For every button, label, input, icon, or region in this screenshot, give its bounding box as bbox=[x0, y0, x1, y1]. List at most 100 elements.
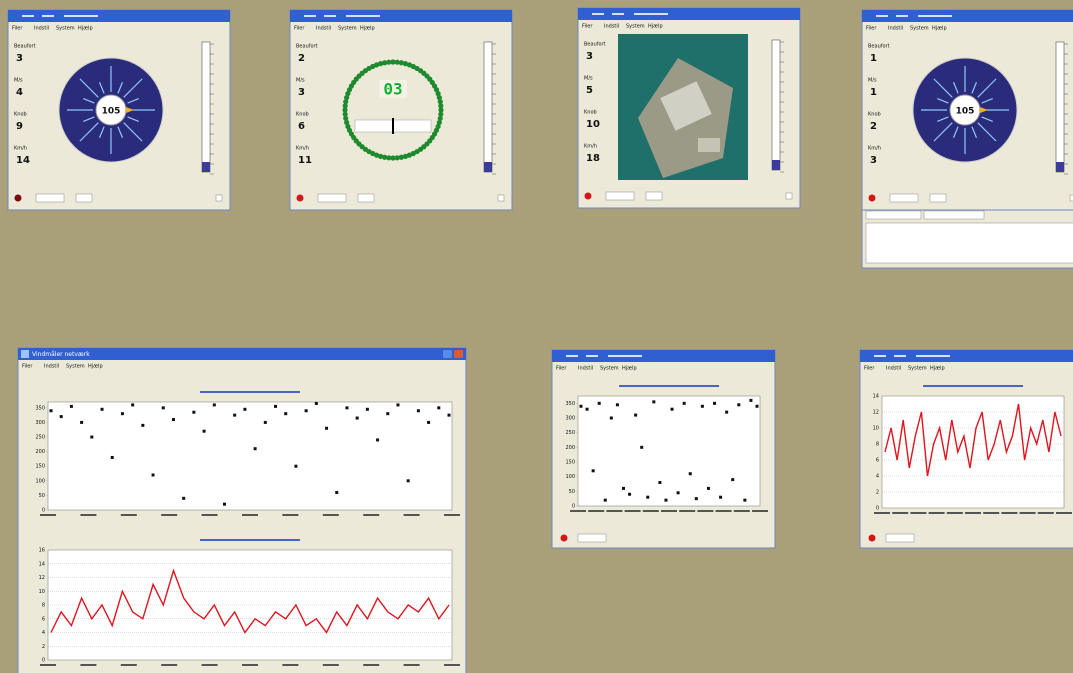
data-point bbox=[694, 497, 698, 501]
x-tick-placeholder bbox=[965, 512, 981, 514]
data-point bbox=[646, 495, 650, 499]
data-point bbox=[120, 412, 124, 416]
data-point bbox=[151, 473, 155, 477]
title-bar bbox=[860, 350, 1073, 362]
title-text bbox=[346, 15, 380, 17]
data-point bbox=[603, 498, 607, 502]
ring-dot bbox=[390, 155, 396, 161]
menu-item: Hjælp bbox=[78, 26, 93, 32]
title-text bbox=[916, 355, 950, 357]
gauge-value: 3 bbox=[870, 155, 877, 166]
compass-ray bbox=[952, 82, 959, 94]
title-text bbox=[566, 355, 578, 357]
x-tick-placeholder bbox=[201, 514, 218, 516]
y-tick-label: 4 bbox=[42, 630, 45, 636]
data-point bbox=[212, 403, 216, 407]
y-tick-label: 50 bbox=[569, 489, 575, 495]
status-led bbox=[584, 192, 592, 200]
menu-item: Indstil bbox=[886, 366, 901, 372]
data-point bbox=[233, 413, 237, 417]
checkbox bbox=[1069, 194, 1073, 202]
close-button bbox=[454, 350, 463, 358]
x-tick-placeholder bbox=[40, 664, 56, 666]
x-tick-placeholder bbox=[120, 514, 137, 516]
compass-ray bbox=[127, 116, 139, 123]
menu-item: Hjælp bbox=[648, 24, 663, 30]
data-point bbox=[670, 407, 674, 411]
gauge-value: 10 bbox=[586, 119, 600, 130]
ring-dot bbox=[343, 115, 349, 121]
data-point bbox=[253, 447, 257, 451]
ring-dot bbox=[377, 61, 384, 67]
checkbox bbox=[785, 192, 793, 200]
y-tick-label: 50 bbox=[39, 493, 45, 499]
x-tick-placeholder bbox=[910, 512, 927, 514]
menu-item: Hjælp bbox=[360, 26, 375, 32]
level-bar bbox=[771, 39, 781, 171]
menu-item: Hjælp bbox=[930, 366, 945, 372]
y-tick-label: 14 bbox=[39, 561, 45, 567]
direction-arrow bbox=[126, 107, 134, 113]
x-tick-placeholder bbox=[1019, 512, 1036, 514]
y-tick-label: 350 bbox=[565, 401, 575, 407]
level-fill bbox=[1056, 162, 1064, 172]
chart-title-placeholder bbox=[619, 385, 719, 387]
data-point bbox=[682, 401, 686, 405]
ring-dot bbox=[436, 119, 442, 126]
data-point bbox=[725, 410, 729, 414]
level-fill bbox=[484, 162, 492, 172]
y-tick-label: 12 bbox=[873, 410, 879, 416]
title-bar bbox=[862, 10, 1073, 22]
data-point bbox=[274, 404, 278, 408]
data-point bbox=[737, 403, 741, 407]
compass-ray bbox=[937, 97, 949, 104]
y-tick-label: 0 bbox=[42, 508, 45, 514]
data-point bbox=[447, 413, 451, 417]
data-point bbox=[609, 416, 613, 420]
data-point bbox=[80, 420, 84, 424]
compass-ray bbox=[83, 97, 95, 104]
spin-box bbox=[929, 193, 947, 203]
y-tick-label: 300 bbox=[565, 416, 575, 422]
data-point bbox=[386, 412, 390, 416]
ring-dot bbox=[437, 99, 443, 105]
x-tick-placeholder bbox=[363, 664, 380, 666]
compass-ray bbox=[117, 82, 124, 94]
chart-title-placeholder bbox=[923, 385, 1023, 387]
title-bar bbox=[8, 10, 230, 22]
level-bar bbox=[483, 41, 493, 173]
menu-item: Filer bbox=[12, 26, 23, 32]
ring-dot bbox=[398, 154, 404, 160]
data-point bbox=[416, 409, 420, 413]
x-tick-placeholder bbox=[282, 514, 299, 516]
compass-ray bbox=[937, 116, 949, 123]
y-tick-label: 8 bbox=[42, 603, 45, 609]
menu-item: System bbox=[908, 366, 927, 372]
spin-box bbox=[889, 193, 919, 203]
data-point bbox=[49, 409, 53, 413]
ring-dot bbox=[436, 94, 442, 101]
data-point bbox=[304, 409, 308, 413]
data-point bbox=[314, 401, 318, 405]
ring-dot bbox=[386, 155, 392, 161]
data-point bbox=[652, 400, 656, 404]
data-point bbox=[294, 464, 298, 468]
x-tick-placeholder bbox=[80, 664, 97, 666]
gauge-label: Beaufort bbox=[14, 44, 36, 50]
menu-item: Indstil bbox=[604, 24, 619, 30]
data-point bbox=[365, 407, 369, 411]
data-point bbox=[141, 423, 145, 427]
ring-dot bbox=[394, 155, 400, 161]
gauge-label: Km/h bbox=[296, 146, 309, 152]
data-point bbox=[658, 481, 662, 485]
menu-item: Hjælp bbox=[88, 364, 103, 370]
data-point bbox=[396, 403, 400, 407]
gauge-label: Km/h bbox=[14, 146, 27, 152]
compass-ray bbox=[952, 126, 959, 138]
compass-ray bbox=[83, 116, 95, 123]
ring-dot bbox=[345, 123, 351, 130]
data-point bbox=[192, 410, 196, 414]
gauge-value: 2 bbox=[870, 121, 877, 132]
x-tick-placeholder bbox=[715, 510, 732, 512]
